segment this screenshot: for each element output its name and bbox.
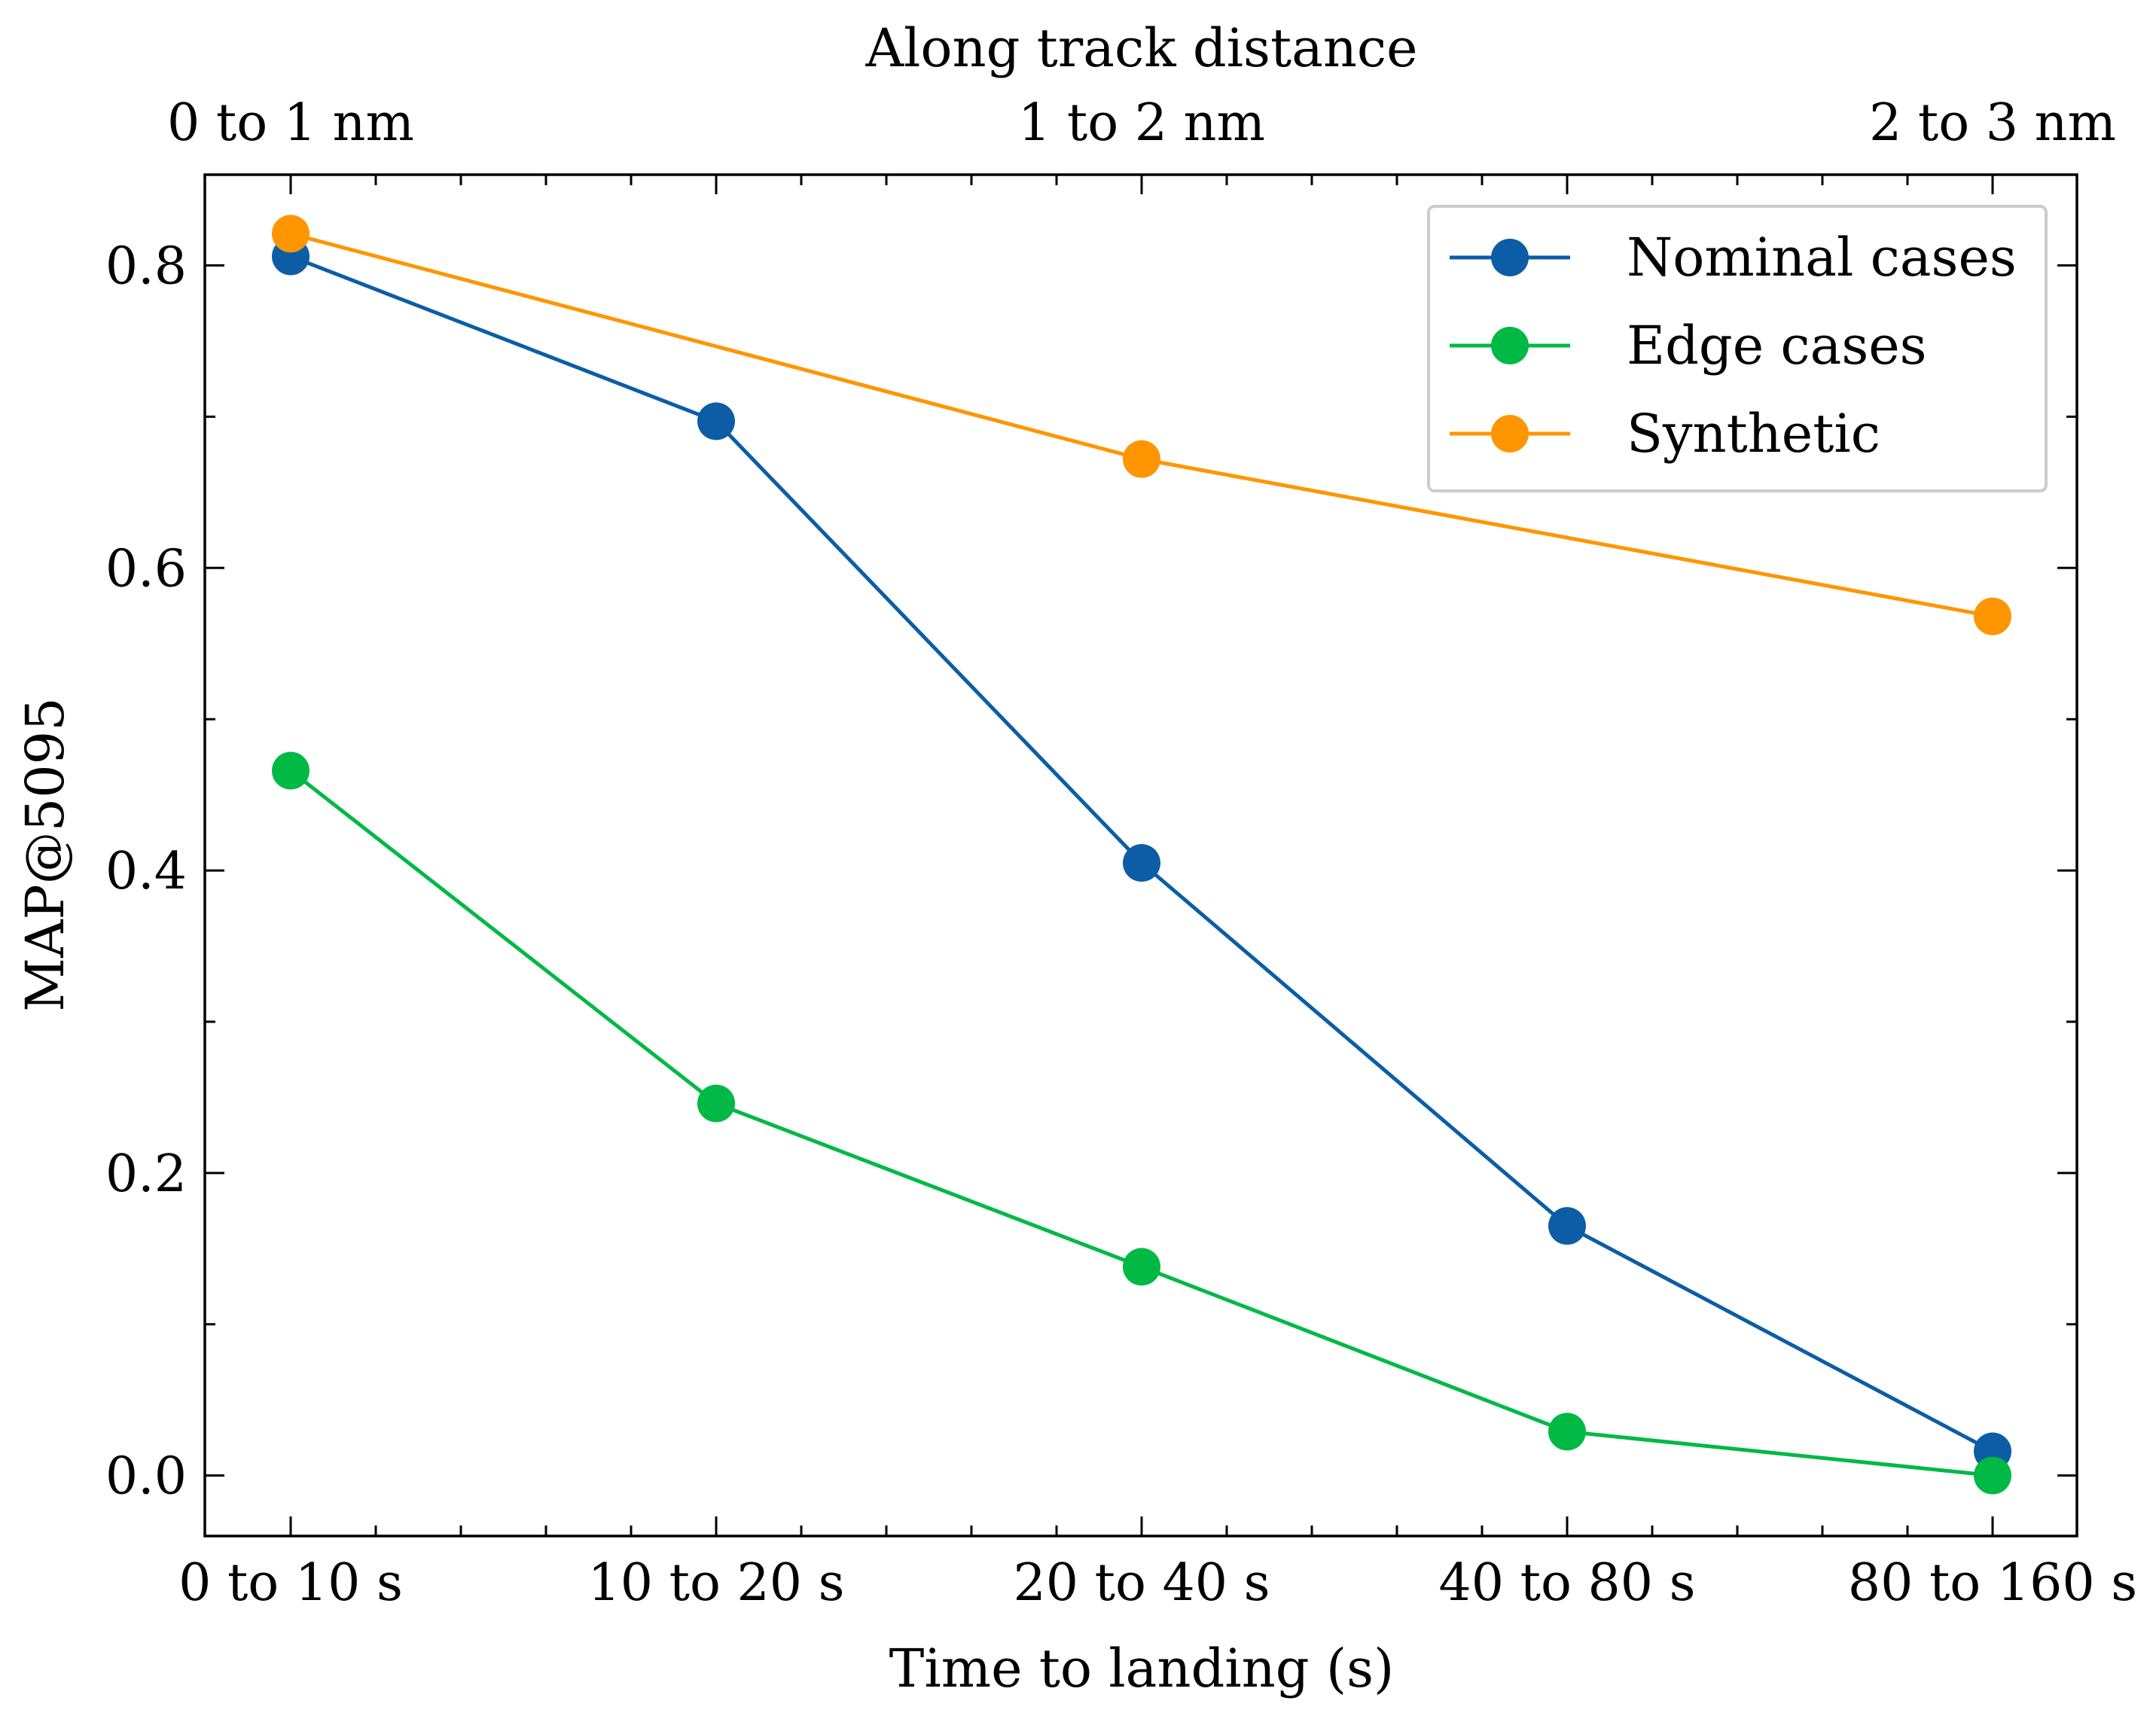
ticks-layer: 0 to 10 s 10 to 20 s 20 to 40 s 40 to 80 s 8… <box>105 93 2137 1613</box>
legend-marker <box>1491 239 1529 276</box>
x-tick-label: 80 to 160 s <box>1848 1553 2137 1613</box>
x-tick-label: 10 to 20 s <box>587 1553 844 1613</box>
top-tick-label: 1 to 2 nm <box>1018 93 1265 153</box>
legend-marker <box>1491 327 1529 364</box>
data-point <box>1123 1248 1160 1286</box>
legend-label: Synthetic <box>1627 403 1880 465</box>
x-tick-label: 40 to 80 s <box>1438 1553 1695 1613</box>
data-point <box>272 751 310 790</box>
legend-label: Edge cases <box>1627 315 1927 376</box>
y-tick-label: 0.4 <box>105 842 187 901</box>
y-tick-label: 0.8 <box>105 237 187 297</box>
y-tick-label: 0.0 <box>105 1447 187 1507</box>
plot-frame <box>203 173 2078 1538</box>
legend-box <box>1427 205 2048 492</box>
legend-label: Nominal cases <box>1627 227 2017 288</box>
series-layer <box>272 215 2011 1495</box>
x-tick-label: 0 to 10 s <box>178 1553 403 1613</box>
y-axis-title: MAP@5095 <box>14 697 76 1011</box>
data-point <box>1974 597 2011 635</box>
data-point <box>697 1084 735 1123</box>
data-point <box>272 215 310 253</box>
data-point <box>1548 1207 1586 1245</box>
legend: Nominal cases Edge cases Synthetic <box>1427 205 2048 492</box>
data-point <box>1548 1413 1586 1451</box>
y-tick-label: 0.2 <box>105 1144 187 1204</box>
data-point <box>697 402 735 440</box>
data-point <box>1123 844 1160 882</box>
data-point <box>1974 1456 2011 1495</box>
y-tick-label: 0.6 <box>105 539 187 599</box>
top-tick-label: 2 to 3 nm <box>1869 93 2116 153</box>
data-point <box>1123 440 1160 478</box>
top-tick-label: 0 to 1 nm <box>167 93 414 153</box>
x-axis-title: Time to landing (s) <box>889 1638 1395 1699</box>
x-tick-label: 20 to 40 s <box>1013 1553 1270 1613</box>
top-axis-title: Along track distance <box>865 17 1417 79</box>
legend-marker <box>1491 415 1529 453</box>
